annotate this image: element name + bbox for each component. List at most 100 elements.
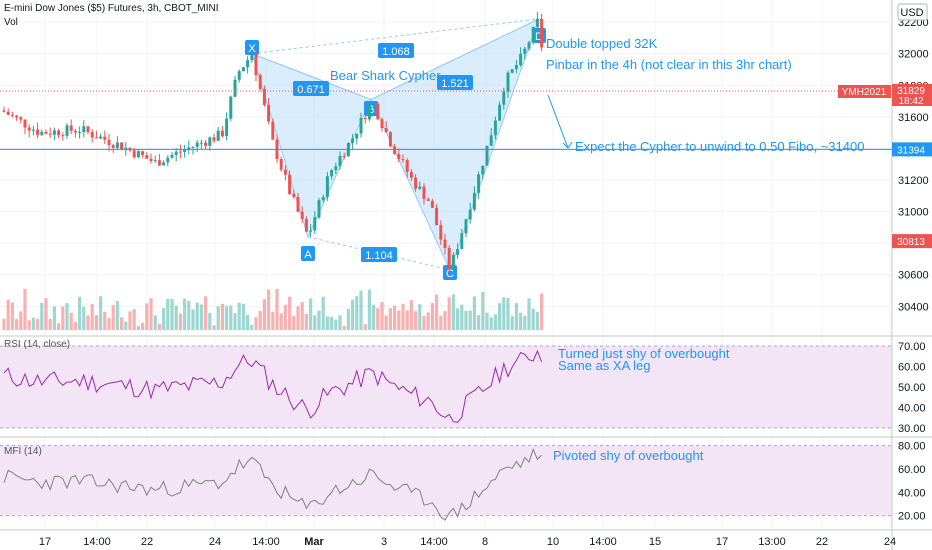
annotation-rsi-1[interactable]: Turned just shy of overbought	[558, 346, 730, 361]
fib-ratio-badge[interactable]	[293, 81, 329, 96]
candle-body	[246, 60, 250, 68]
volume-bar	[229, 305, 233, 330]
volume-bar	[514, 302, 518, 330]
fib-ratio-badge[interactable]	[437, 75, 473, 90]
time-tick-label: 22	[141, 536, 153, 548]
candle-body	[254, 55, 258, 76]
volume-bar	[540, 293, 544, 330]
candle-body	[149, 158, 153, 162]
candle-body	[141, 151, 145, 156]
pattern-name[interactable]: Bear Shark Cypher	[330, 68, 441, 83]
candle-body	[15, 115, 19, 118]
candle-body	[447, 247, 451, 270]
volume-bar	[170, 299, 174, 330]
pattern-point-label: C	[446, 268, 454, 280]
candle-body	[506, 72, 510, 92]
candle-body	[2, 110, 6, 112]
candle-body	[225, 118, 229, 137]
candle-body	[187, 147, 191, 150]
candle-body	[279, 159, 283, 170]
candle-body	[27, 127, 31, 131]
annotation-double-top[interactable]: Double topped 32K	[546, 36, 658, 51]
rsi-label[interactable]: RSI (14, close)	[4, 339, 70, 350]
mfi-tick-label: 40.00	[898, 487, 926, 499]
volume-bar	[136, 325, 140, 330]
volume-bar	[397, 310, 401, 330]
candle-body	[40, 131, 44, 135]
candle-body	[233, 79, 237, 97]
time-axis[interactable]: 17 14:00 22 24 14:00 Mar 3 14:00 8 10 14:00 15 17 13:…	[39, 536, 896, 548]
target-arrow[interactable]	[547, 94, 573, 149]
volume-bar	[367, 289, 371, 330]
annotation-target[interactable]: Expect the Cypher to unwind to 0.50 Fibo…	[575, 139, 864, 154]
candle-body	[502, 91, 506, 105]
mfi-tick-label: 80.00	[898, 441, 926, 453]
volume-bar	[27, 320, 31, 330]
volume-bar	[330, 316, 334, 330]
volume-bar	[523, 315, 527, 330]
volume-bar	[414, 311, 418, 330]
volume-bar	[510, 316, 514, 330]
candle-body	[65, 125, 69, 136]
volume-bar	[485, 312, 489, 330]
pattern-point-b[interactable]	[364, 101, 378, 116]
volume-bar	[208, 312, 212, 330]
volume-bar	[393, 305, 397, 330]
volume-bar	[489, 317, 493, 330]
volume-bar	[498, 303, 502, 330]
candle-body	[212, 137, 216, 141]
volume-bar	[493, 314, 497, 330]
candle-body	[52, 130, 56, 135]
volume-bar	[31, 317, 35, 330]
candle-body	[31, 129, 35, 131]
volume-bar	[145, 303, 149, 330]
candle-body	[393, 146, 397, 155]
candlestick-series	[2, 11, 544, 276]
candle-body	[145, 155, 149, 159]
volume-bar	[472, 296, 476, 330]
candle-body	[397, 154, 401, 160]
candle-body	[300, 211, 304, 219]
candle-body	[481, 165, 485, 175]
volume-bar	[195, 302, 199, 330]
volume-bar	[52, 306, 56, 330]
candle-body	[283, 169, 287, 175]
candle-body	[439, 225, 443, 240]
candle-body	[36, 129, 40, 135]
volume-bar	[233, 313, 237, 330]
candle-body	[73, 130, 77, 133]
candle-body	[23, 119, 27, 128]
annotation-mfi[interactable]: Pivoted shy of overbought	[553, 448, 704, 463]
volume-bar	[435, 294, 439, 330]
volume-bar	[241, 303, 245, 330]
annotation-pinbar[interactable]: Pinbar in the 4h (not clear in this 3hr …	[546, 57, 792, 72]
candle-body	[170, 154, 174, 158]
currency-button[interactable]	[897, 3, 928, 21]
volume-bar	[309, 298, 313, 330]
volume-bar	[120, 317, 124, 330]
rsi-tick-label: 40.00	[898, 402, 926, 414]
annotation-rsi-2[interactable]: Same as XA leg	[558, 358, 651, 373]
candle-body	[384, 128, 388, 133]
candle-body	[195, 142, 199, 147]
candle-body	[317, 200, 321, 218]
volume-bar	[351, 299, 355, 330]
volume-bar	[94, 315, 98, 330]
rsi-line	[3, 349, 543, 423]
volume-bar	[275, 289, 279, 330]
fib-ratio-badge[interactable]	[378, 43, 414, 58]
candle-body	[464, 219, 468, 234]
volume-bar	[376, 308, 380, 330]
volume-bar	[325, 316, 329, 330]
candle-body	[57, 130, 61, 136]
volume-bar	[372, 304, 376, 330]
support-line-tag	[892, 142, 932, 157]
candle-body	[99, 136, 103, 139]
fib-ratio-badge[interactable]	[361, 247, 397, 262]
pattern-point-a[interactable]	[301, 246, 315, 261]
time-tick-label: 10	[547, 536, 559, 548]
candle-body	[237, 71, 241, 80]
volume-bar	[216, 306, 220, 330]
mfi-label[interactable]: MFI (14)	[4, 446, 42, 457]
